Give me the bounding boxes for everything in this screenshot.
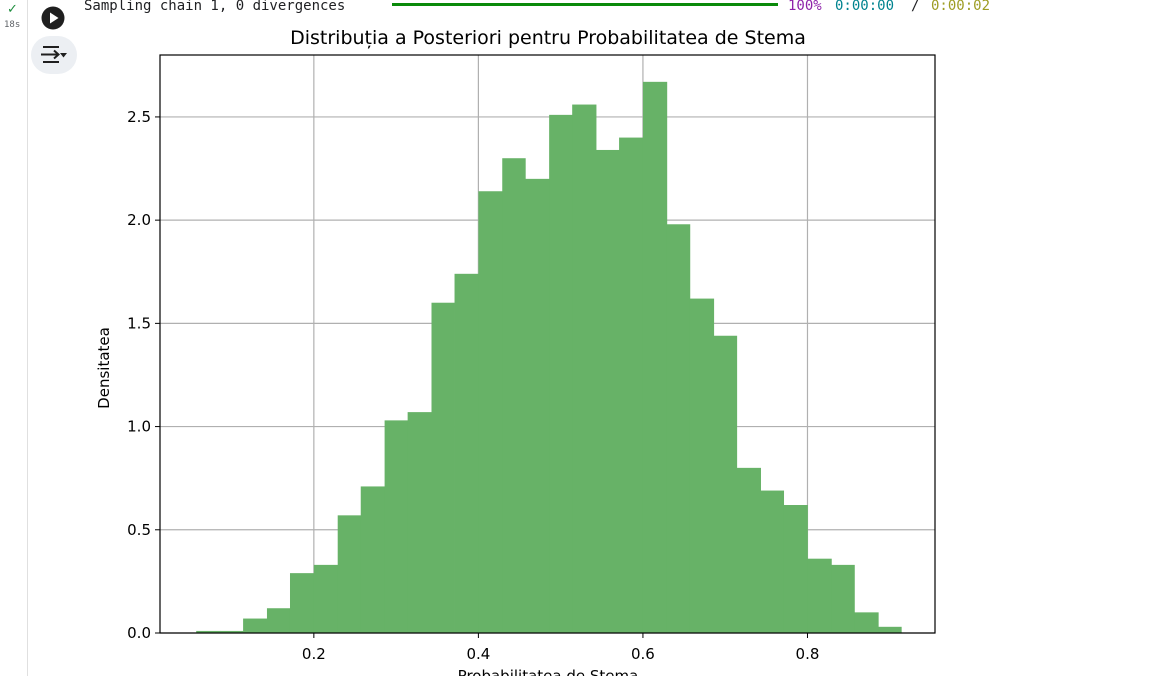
histogram-bar [266,608,291,633]
histogram-bar [337,515,362,633]
histogram-bar [549,114,573,634]
y-tick-label: 0.0 [127,624,151,642]
histogram-bar [736,467,761,633]
histogram-bar [478,191,503,633]
plot-frame [159,54,936,634]
y-tick-label: 2.5 [127,108,151,126]
progress-text: Sampling chain 1, 0 divergences [84,0,346,14]
histogram-bar [502,158,526,633]
progress-total: 0:00:02 [931,0,991,14]
run-cell-button[interactable] [40,5,66,31]
histogram-bar [525,178,550,633]
histogram-bar [713,335,738,633]
y-tick-label: 0.5 [127,521,151,539]
histogram-bar [878,626,902,633]
y-tick-label: 2.0 [127,211,151,229]
y-axis-label: Densitatea [95,327,113,409]
histogram-bar [666,224,691,633]
cell-gutter: ✓ 18s [0,0,28,676]
x-axis-label: Probabilitatea de Stema [458,667,639,676]
check-icon: ✓ [7,2,18,17]
histogram-bar [431,302,455,633]
x-tick-label: 0.4 [466,645,490,663]
chart-title: Distribuția a Posteriori pentru Probabil… [290,27,806,49]
histogram-bar [619,137,644,634]
histogram-bar [313,564,339,633]
histogram-bar [243,618,268,633]
histogram-bar [642,81,668,634]
histogram-bar [407,412,432,633]
histogram-bar [807,558,832,633]
histogram-bar [689,298,715,633]
x-tick-label: 0.2 [302,645,326,663]
histogram-bar [572,104,597,634]
play-icon [41,6,65,30]
histogram-bar [384,420,409,633]
y-tick-label: 1.5 [127,314,151,332]
histogram-bar [596,149,620,633]
output-actions-button[interactable] [31,36,77,74]
progress-percent: 100% [788,0,822,14]
progress-elapsed: 0:00:00 [835,0,895,14]
histogram-bar [854,612,879,633]
histogram-bar [783,505,808,633]
progress-bar [392,3,778,6]
histogram-bar [289,573,315,633]
output-toggle-icon [41,46,67,63]
histogram-bar [760,490,785,633]
histogram-bar [454,273,479,633]
posterior-histogram-chart: Distribuția a Posteriori pentru Probabil… [95,27,936,676]
histogram-bar [360,486,386,633]
y-tick-label: 1.0 [127,418,151,436]
histogram-bar [220,630,244,633]
histogram-bar [831,564,855,633]
histogram-bars [196,81,902,634]
x-tick-label: 0.8 [796,645,820,663]
x-tick-label: 0.6 [631,645,655,663]
axes: 0.2 0.4 0.6 0.8 0.0 0.5 1.0 1.5 2.0 2.5 [127,54,936,663]
histogram-bar [196,630,221,633]
progress-separator: / [911,0,920,14]
execution-time: 18s [4,20,21,30]
